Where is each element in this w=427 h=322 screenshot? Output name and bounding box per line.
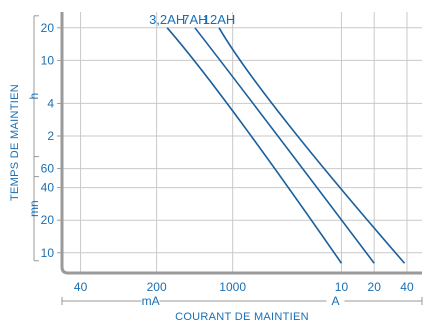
axis-frame: [60, 12, 422, 275]
series-lines: [166, 27, 406, 264]
x-tick-label: 1000: [219, 280, 246, 294]
series-line-3: [218, 27, 406, 264]
series-label-3: 12AH: [203, 12, 236, 27]
x-tick-label: 200: [147, 280, 167, 294]
x-tick-label: 20: [368, 280, 382, 294]
series-line-1: [166, 27, 343, 264]
y-tick-label: 40: [41, 181, 55, 195]
y-axis-title: TEMPS DE MAINTIEN: [9, 84, 21, 201]
chart-grid: [62, 12, 422, 273]
x-axis-title: COURANT DE MAINTIEN: [175, 311, 309, 322]
series-label-1: 3,2AH: [149, 12, 185, 27]
y-tick-label: 10: [41, 246, 55, 260]
x-tick-label: 10: [335, 280, 349, 294]
y-unit-label: h: [27, 93, 41, 100]
y-tick-label: 20: [41, 213, 55, 227]
y-tick-label: 20: [41, 21, 55, 35]
series-line-2: [194, 27, 375, 264]
x-unit-label: A: [331, 294, 339, 308]
chart-axes: [33, 12, 423, 306]
series-label-2: 7AH: [182, 12, 207, 27]
y-tick-label: 4: [47, 96, 54, 110]
y-tick-label: 60: [41, 162, 55, 176]
x-tick-label: 40: [400, 280, 414, 294]
x-unit-label-bg: [141, 294, 160, 306]
x-unit-label: mA: [142, 294, 160, 308]
x-unit-label-bg: [326, 294, 345, 306]
chart-labels: 20 10 4 2 60 40 20 10 40 200 1000 10 20 40 h mn TEMPS DE…: [9, 12, 414, 322]
y-unit-label: mn: [27, 200, 41, 217]
y-tick-label: 2: [47, 129, 54, 143]
x-tick-label: 40: [74, 280, 88, 294]
y-tick-label: 10: [41, 53, 55, 67]
